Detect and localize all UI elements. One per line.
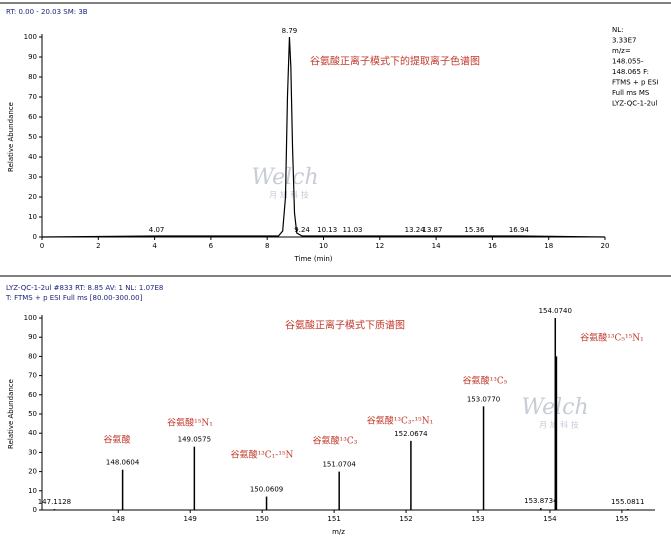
annotation: 谷氨酸¹³C₃-¹⁵N₁ — [367, 415, 433, 427]
x-tick-label: 4 — [152, 242, 157, 250]
y-tick-label: 10 — [28, 213, 37, 221]
peak-label: 16.94 — [509, 226, 530, 234]
y-tick-label: 20 — [28, 468, 37, 476]
x-tick-label: 152 — [399, 515, 412, 523]
y-tick-label: 80 — [28, 352, 37, 360]
y-tick-label: 0 — [33, 506, 37, 514]
y-tick-label: 30 — [28, 448, 37, 456]
y-tick-label: 60 — [28, 113, 37, 121]
y-tick-label: 50 — [28, 410, 37, 418]
peak-label: 155.0811 — [611, 498, 644, 506]
x-axis-label: Time (min) — [293, 255, 332, 263]
y-axis-label: Relative Abundance — [7, 102, 15, 172]
header: T: FTMS + p ESI Full ms [80.00-300.00] — [5, 294, 143, 302]
y-tick-label: 40 — [28, 153, 37, 161]
peak-label: 10.13 — [317, 226, 337, 234]
chart-title: 谷氨酸正离子模式下质谱图 — [285, 319, 405, 332]
y-tick-label: 0 — [33, 233, 37, 241]
x-tick-label: 8 — [265, 242, 269, 250]
x-tick-label: 10 — [319, 242, 328, 250]
peak-label: 149.0575 — [178, 436, 211, 444]
x-tick-label: 151 — [327, 515, 340, 523]
x-tick-label: 14 — [432, 242, 441, 250]
info-text: 3.33E7 — [612, 37, 636, 45]
info-text: Full ms MS — [612, 89, 650, 97]
x-tick-label: 150 — [255, 515, 268, 523]
annotation: 谷氨酸¹⁵N₁ — [167, 417, 213, 429]
y-tick-label: 10 — [28, 487, 37, 495]
y-tick-label: 100 — [24, 33, 37, 41]
y-tick-label: 90 — [28, 333, 37, 341]
x-tick-label: 12 — [375, 242, 384, 250]
watermark: 月 旭 科 技 — [269, 190, 309, 200]
y-tick-label: 90 — [28, 53, 37, 61]
annotation: 谷氨酸¹³C₁-¹⁵N — [231, 449, 294, 461]
info-text: LYZ-QC-1-2ul — [612, 100, 657, 108]
peak-label: 4.07 — [149, 226, 165, 234]
header: LYZ-QC-1-2ul #833 RT: 8.85 AV: 1 NL: 1.0… — [6, 284, 163, 292]
y-tick-label: 80 — [28, 73, 37, 81]
y-axis-label: Relative Abundance — [7, 379, 15, 449]
x-tick-label: 6 — [209, 242, 214, 250]
y-tick-label: 40 — [28, 429, 37, 437]
peak-label: 9.24 — [294, 226, 310, 234]
info-text: NL: — [612, 26, 624, 34]
y-tick-label: 60 — [28, 391, 37, 399]
peak-label: 15.36 — [464, 226, 485, 234]
x-tick-label: 16 — [488, 242, 497, 250]
x-tick-label: 149 — [184, 515, 197, 523]
peak-label: 8.79 — [282, 27, 298, 35]
x-tick-label: 155 — [615, 515, 628, 523]
peak-label: 11.03 — [342, 226, 362, 234]
y-tick-label: 70 — [28, 372, 37, 380]
y-tick-label: 20 — [28, 193, 37, 201]
x-tick-label: 20 — [601, 242, 610, 250]
y-tick-label: 50 — [28, 133, 37, 141]
peak-label: 150.0609 — [250, 486, 283, 494]
y-tick-label: 100 — [24, 314, 37, 322]
annotation: 谷氨酸¹³C₃ — [313, 435, 358, 447]
peak-label: 148.0604 — [106, 459, 140, 467]
peak-label: 152.0674 — [394, 430, 428, 438]
x-tick-label: 0 — [40, 242, 44, 250]
chart-title: 谷氨酸正离子模式下的提取离子色谱图 — [310, 55, 480, 68]
peak-label: 153.0770 — [467, 395, 500, 403]
y-tick-label: 30 — [28, 173, 37, 181]
trace — [41, 36, 606, 238]
info-text: m/z= — [612, 47, 631, 55]
annotation: 谷氨酸¹³C₅ — [463, 375, 508, 387]
peak-label: 147.1128 — [38, 498, 71, 506]
peak-label: 13.87 — [422, 226, 442, 234]
annotation: 谷氨酸 — [103, 434, 130, 446]
peak-label: 151.0704 — [322, 461, 356, 469]
peak-label: 153.8734 — [524, 497, 558, 505]
watermark: Welch — [251, 165, 318, 190]
watermark: 月 旭 科 技 — [539, 420, 579, 430]
info-text: 148.065 F: — [612, 68, 649, 76]
y-tick-label: 70 — [28, 93, 37, 101]
x-axis-label: m/z — [332, 528, 345, 536]
info-text: 148.055- — [612, 58, 644, 66]
x-tick-label: 18 — [544, 242, 553, 250]
header: RT: 0.00 - 20.03 SM: 3B — [6, 8, 88, 16]
x-tick-label: 154 — [543, 515, 557, 523]
annotation: 谷氨酸¹³C₅¹⁵N₁ — [580, 332, 643, 344]
info-text: FTMS + p ESI — [612, 79, 659, 87]
peak-label: 13.24 — [405, 226, 426, 234]
x-tick-label: 148 — [112, 515, 125, 523]
x-tick-label: 153 — [471, 515, 484, 523]
x-tick-label: 2 — [96, 242, 100, 250]
peak-label: 154.0740 — [539, 307, 572, 315]
